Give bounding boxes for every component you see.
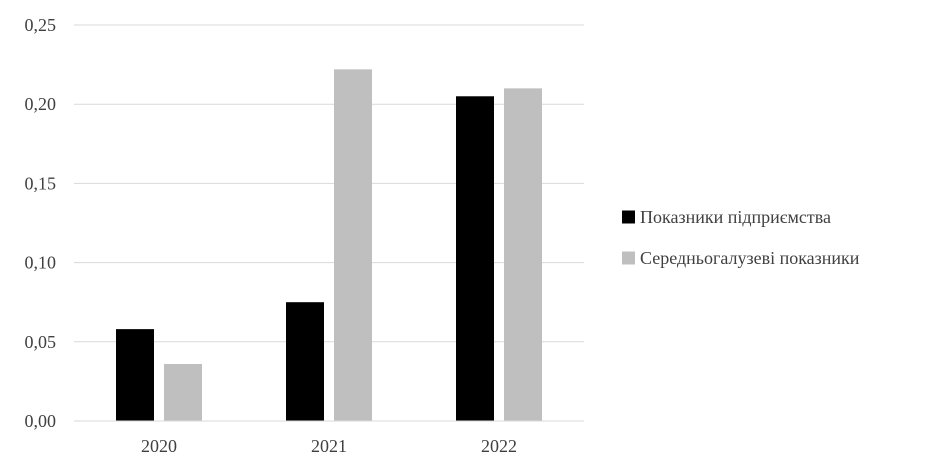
y-tick-label: 0,05 bbox=[25, 332, 57, 352]
x-tick-label: 2020 bbox=[141, 436, 177, 456]
bar-industry-2021 bbox=[334, 69, 372, 422]
y-axis-tick-labels: 0,00 0,05 0,10 0,15 0,20 0,25 bbox=[25, 15, 57, 431]
y-tick-label: 0,20 bbox=[25, 94, 57, 114]
legend-swatch bbox=[622, 210, 635, 224]
legend-label: Показники підприємства bbox=[640, 207, 831, 227]
legend-swatch bbox=[622, 251, 635, 265]
bar-enterprise-2020 bbox=[116, 329, 154, 421]
bars bbox=[116, 69, 542, 422]
x-tick-label: 2021 bbox=[311, 436, 347, 456]
y-tick-label: 0,25 bbox=[25, 15, 57, 35]
bar-industry-2020 bbox=[164, 363, 202, 421]
x-axis-tick-labels: 2020 2021 2022 bbox=[141, 436, 517, 456]
legend-label: Середньогалузеві показники bbox=[640, 248, 860, 268]
bar-enterprise-2022 bbox=[456, 96, 494, 421]
y-tick-label: 0,00 bbox=[25, 411, 57, 431]
gridlines bbox=[74, 24, 584, 343]
legend: Показники підприємства Середньогалузеві п… bbox=[622, 207, 860, 268]
y-tick-label: 0,10 bbox=[25, 253, 57, 273]
x-tick-label: 2022 bbox=[481, 436, 517, 456]
bar-industry-2022 bbox=[504, 88, 542, 422]
y-tick-label: 0,15 bbox=[25, 173, 57, 193]
bar-enterprise-2021 bbox=[286, 302, 324, 421]
